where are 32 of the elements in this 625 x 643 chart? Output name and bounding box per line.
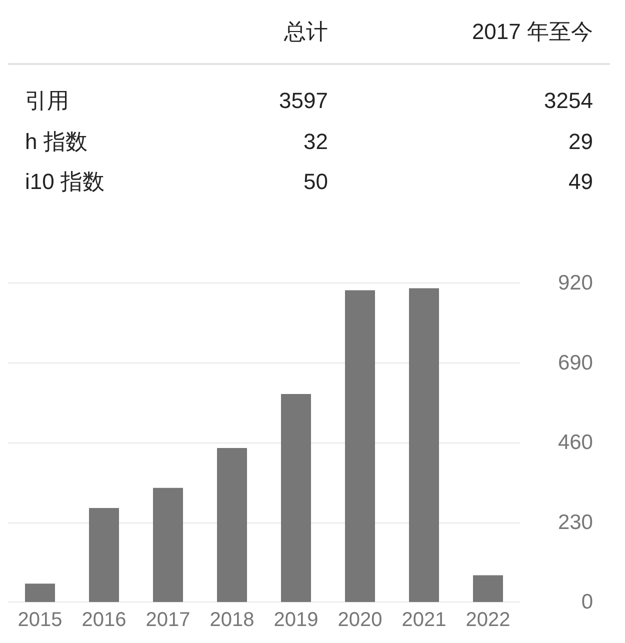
data-label: 3254: [544, 88, 593, 114]
bar: [153, 488, 183, 602]
x-tick-label: 2018: [210, 609, 254, 631]
y-tick-label: 920: [558, 272, 593, 294]
data-label: 32: [304, 128, 328, 154]
text: i10 指数: [25, 169, 104, 195]
bar: [217, 448, 247, 602]
x-tick-label: 2016: [82, 609, 126, 631]
y-tick-label: 0: [581, 590, 593, 614]
bar: [409, 288, 439, 602]
bar: [345, 290, 375, 602]
x-tick-label: 2017: [146, 609, 190, 631]
bar: [89, 508, 119, 602]
y-tick-label: 690: [558, 351, 593, 374]
x-tick-label: 2022: [466, 609, 510, 631]
text: h 指数: [25, 128, 88, 154]
x-tick-label: 2021: [402, 609, 446, 631]
category-label: 2017 年至今: [472, 19, 593, 45]
x-tick-label: 2019: [274, 609, 318, 631]
y-tick-label: 460: [558, 431, 593, 454]
data-label: 49: [568, 169, 593, 195]
bar: [281, 394, 311, 602]
x-tick-label: 2015: [18, 609, 62, 631]
y-tick-label: 230: [558, 510, 593, 534]
data-label: 29: [568, 128, 593, 154]
text: 引用: [25, 88, 69, 114]
bar: [473, 575, 503, 602]
bar: [25, 584, 55, 602]
category-label: 总计: [284, 19, 328, 45]
x-tick-label: 2020: [338, 609, 382, 631]
data-label: 50: [304, 169, 328, 195]
data-label: 3597: [279, 88, 328, 114]
